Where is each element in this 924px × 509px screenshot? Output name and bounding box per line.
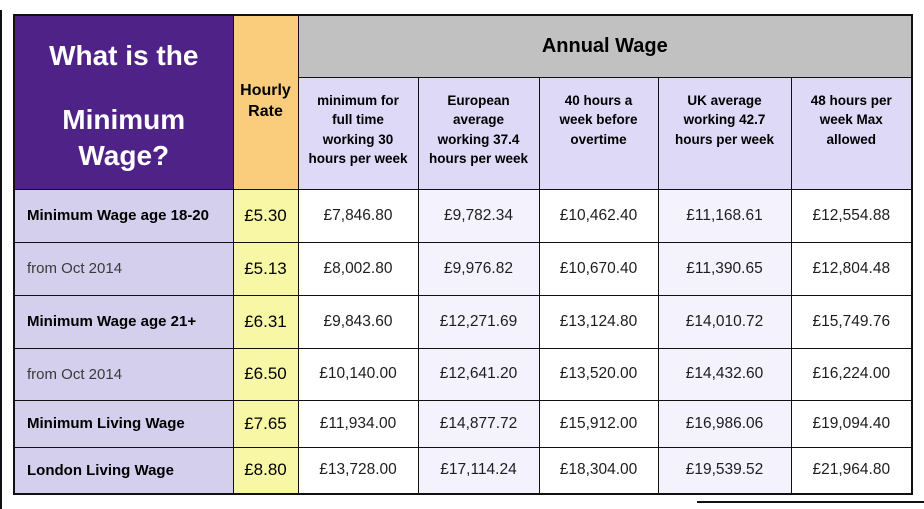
annual-wage-value: £12,804.48 [790, 241, 913, 296]
annual-wage-value: £9,976.82 [417, 241, 540, 296]
table-row: London Living Wage £8.80 £13,728.00 £17,… [13, 446, 913, 495]
row-label: Minimum Wage age 21+ [13, 294, 234, 349]
annual-wage-value: £12,641.20 [417, 347, 540, 401]
subheader-uk-average: UK average working 42.7 hours per week [657, 76, 792, 190]
annual-wage-value: £13,728.00 [297, 446, 419, 495]
annual-wage-value: £9,782.34 [417, 188, 540, 243]
table-title-line1: What is the [49, 40, 199, 71]
annual-wage-value: £10,670.40 [538, 241, 659, 296]
row-label: from Oct 2014 [13, 347, 234, 401]
table-row: Minimum Living Wage £7.65 £11,934.00 £14… [13, 399, 913, 448]
annual-wage-value: £14,877.72 [417, 399, 540, 448]
left-gridline-artifact [0, 10, 2, 509]
table-row: from Oct 2014 £5.13 £8,002.80 £9,976.82 … [13, 241, 913, 296]
annual-wage-value: £13,124.80 [538, 294, 659, 349]
table-row: Minimum Wage age 18-20 £5.30 £7,846.80 £… [13, 188, 913, 243]
annual-wage-header: Annual Wage [297, 14, 913, 78]
hourly-rate-value: £6.31 [232, 294, 299, 349]
annual-wage-value: £10,140.00 [297, 347, 419, 401]
annual-wage-value: £10,462.40 [538, 188, 659, 243]
table-title-line2: Minimum Wage? [62, 103, 186, 171]
annual-wage-value: £16,224.00 [790, 347, 913, 401]
annual-wage-value: £12,271.69 [417, 294, 540, 349]
row-label: Minimum Living Wage [13, 399, 234, 448]
annual-wage-value: £14,432.60 [657, 347, 792, 401]
annual-wage-value: £11,934.00 [297, 399, 419, 448]
annual-wage-value: £13,520.00 [538, 347, 659, 401]
hourly-rate-value: £5.30 [232, 188, 299, 243]
row-label: from Oct 2014 [13, 241, 234, 296]
table-row: from Oct 2014 £6.50 £10,140.00 £12,641.2… [13, 347, 913, 401]
hourly-rate-value: £8.80 [232, 446, 299, 495]
annual-wage-value: £8,002.80 [297, 241, 419, 296]
minimum-wage-table: What is the Minimum Wage? Hourly Rate An… [13, 14, 914, 495]
subheader-min-full-time: minimum for full time working 30 hours p… [297, 76, 419, 190]
annual-wage-value: £17,114.24 [417, 446, 540, 495]
annual-wage-value: £19,094.40 [790, 399, 913, 448]
annual-wage-value: £11,168.61 [657, 188, 792, 243]
annual-wage-value: £7,846.80 [297, 188, 419, 243]
subheader-48-hours-max: 48 hours per week Max allowed [790, 76, 913, 190]
annual-wage-value: £15,912.00 [538, 399, 659, 448]
annual-wage-value: £15,749.76 [790, 294, 913, 349]
annual-wage-value: £9,843.60 [297, 294, 419, 349]
annual-wage-value: £18,304.00 [538, 446, 659, 495]
row-label: London Living Wage [13, 446, 234, 495]
bottom-gridline-artifact [697, 501, 924, 503]
annual-wage-value: £12,554.88 [790, 188, 913, 243]
subheader-european-average: European average working 37.4 hours per … [417, 76, 540, 190]
hourly-rate-value: £6.50 [232, 347, 299, 401]
table-row: Minimum Wage age 21+ £6.31 £9,843.60 £12… [13, 294, 913, 349]
annual-wage-value: £11,390.65 [657, 241, 792, 296]
hourly-rate-value: £5.13 [232, 241, 299, 296]
hourly-rate-value: £7.65 [232, 399, 299, 448]
subheader-40-hours: 40 hours a week before overtime [538, 76, 659, 190]
annual-wage-value: £21,964.80 [790, 446, 913, 495]
annual-wage-value: £19,539.52 [657, 446, 792, 495]
annual-wage-value: £16,986.06 [657, 399, 792, 448]
row-label: Minimum Wage age 18-20 [13, 188, 234, 243]
hourly-rate-header: Hourly Rate [232, 14, 299, 190]
table-title: What is the Minimum Wage? [13, 14, 234, 190]
annual-wage-value: £14,010.72 [657, 294, 792, 349]
